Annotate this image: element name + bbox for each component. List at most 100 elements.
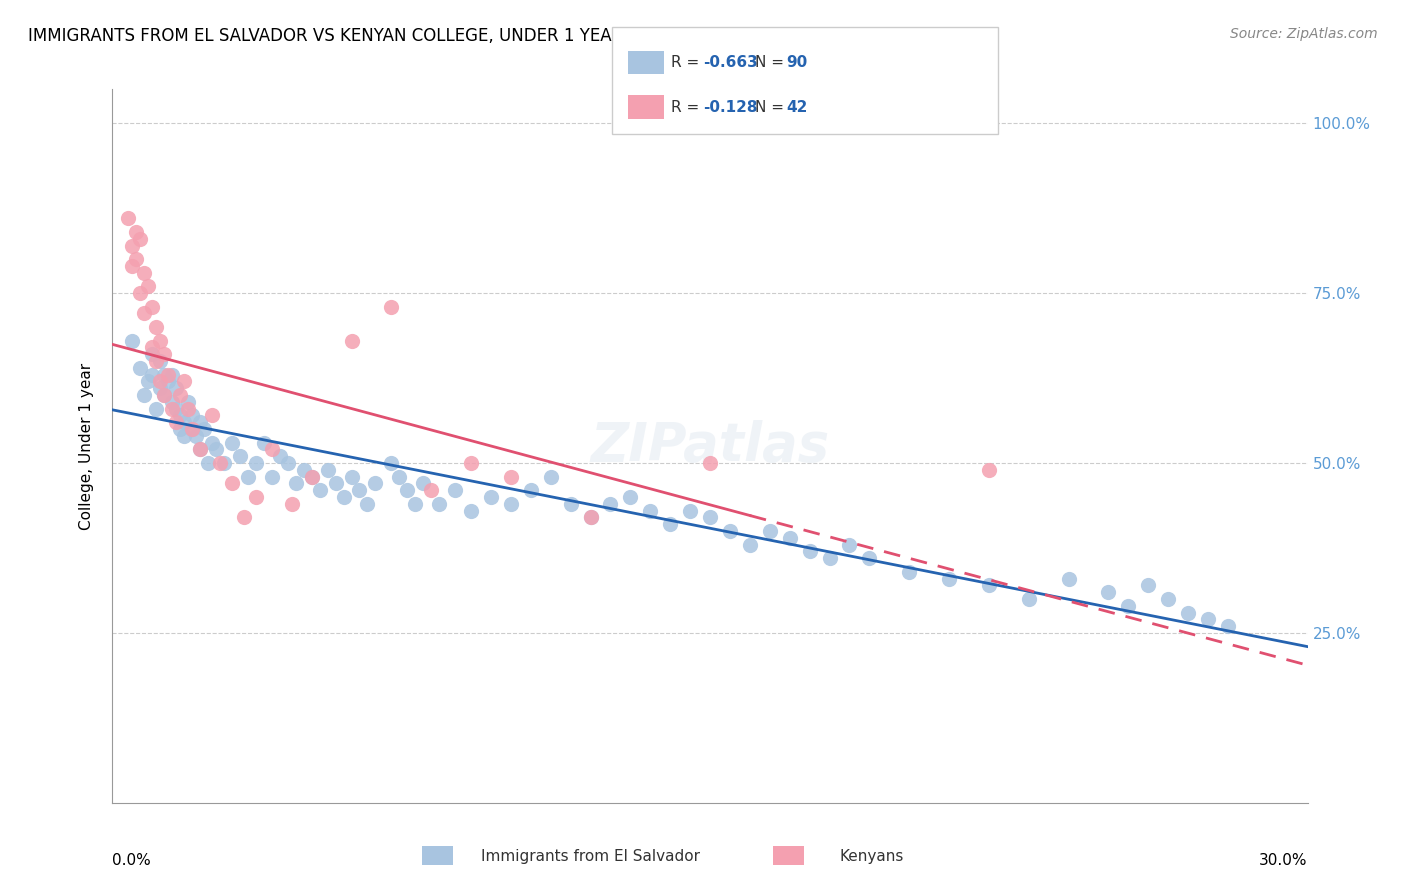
Point: [284, 476, 307, 491]
Point: [117, 211, 139, 226]
Point: [197, 456, 219, 470]
Point: [349, 483, 371, 498]
Point: [396, 483, 419, 498]
Point: [380, 300, 402, 314]
Point: [162, 368, 183, 382]
Point: [165, 415, 187, 429]
Point: [1177, 606, 1199, 620]
Point: [308, 483, 330, 498]
Point: [162, 401, 183, 416]
Point: [125, 225, 148, 239]
Point: [134, 306, 156, 320]
Point: [292, 463, 315, 477]
Point: [129, 286, 152, 301]
Point: [181, 422, 204, 436]
Point: [134, 388, 156, 402]
Point: [145, 354, 167, 368]
Point: [718, 524, 741, 538]
Point: [149, 354, 172, 368]
Text: Immigrants from El Salvador: Immigrants from El Salvador: [481, 849, 700, 863]
Point: [1118, 599, 1140, 613]
Point: [898, 565, 921, 579]
Point: [169, 409, 191, 423]
Point: [201, 409, 224, 423]
Point: [177, 394, 200, 409]
Point: [186, 429, 208, 443]
Text: 0.0%: 0.0%: [112, 853, 152, 868]
Text: Kenyans: Kenyans: [839, 849, 904, 863]
Point: [699, 456, 721, 470]
Point: [340, 469, 363, 483]
Point: [404, 497, 426, 511]
Point: [799, 544, 821, 558]
Point: [1057, 572, 1080, 586]
Point: [253, 435, 276, 450]
Text: 42: 42: [786, 100, 807, 114]
Point: [134, 266, 156, 280]
Point: [173, 429, 195, 443]
Point: [153, 347, 176, 361]
Point: [759, 524, 782, 538]
Point: [221, 435, 243, 450]
Point: [157, 368, 180, 382]
Point: [149, 334, 172, 348]
Text: 30.0%: 30.0%: [1260, 853, 1308, 868]
Point: [221, 476, 243, 491]
Point: [1216, 619, 1239, 633]
Point: [779, 531, 801, 545]
Point: [181, 409, 204, 423]
Point: [138, 375, 160, 389]
Point: [380, 456, 402, 470]
Point: [1018, 591, 1040, 606]
Point: [332, 490, 354, 504]
Point: [560, 497, 582, 511]
Point: [281, 497, 304, 511]
Point: [579, 510, 602, 524]
Point: [340, 334, 363, 348]
Text: -0.128: -0.128: [703, 100, 758, 114]
Point: [619, 490, 641, 504]
Point: [427, 497, 450, 511]
Point: [233, 510, 256, 524]
Point: [121, 334, 143, 348]
Point: [121, 259, 143, 273]
Point: [165, 381, 187, 395]
Point: [209, 456, 232, 470]
Point: [818, 551, 841, 566]
Point: [1197, 612, 1219, 626]
Point: [141, 341, 163, 355]
Text: R =: R =: [671, 55, 704, 70]
Point: [364, 476, 387, 491]
Point: [245, 456, 267, 470]
Point: [260, 442, 283, 457]
Point: [640, 503, 662, 517]
Point: [149, 375, 172, 389]
Point: [444, 483, 467, 498]
Point: [201, 435, 224, 450]
Point: [858, 551, 880, 566]
Point: [173, 375, 195, 389]
Point: [129, 360, 152, 375]
Point: [229, 449, 252, 463]
Point: [301, 469, 323, 483]
Point: [599, 497, 621, 511]
Point: [153, 368, 176, 382]
Point: [269, 449, 291, 463]
Point: [145, 320, 167, 334]
Point: [157, 375, 180, 389]
Text: Source: ZipAtlas.com: Source: ZipAtlas.com: [1230, 27, 1378, 41]
Point: [141, 347, 163, 361]
Point: [1137, 578, 1160, 592]
Point: [540, 469, 562, 483]
Point: [141, 368, 163, 382]
Point: [938, 572, 960, 586]
Point: [460, 456, 482, 470]
Point: [145, 401, 167, 416]
Point: [277, 456, 299, 470]
Point: [138, 279, 160, 293]
Point: [188, 442, 211, 457]
Point: [121, 238, 143, 252]
Point: [412, 476, 434, 491]
Point: [162, 394, 183, 409]
Point: [1157, 591, 1180, 606]
